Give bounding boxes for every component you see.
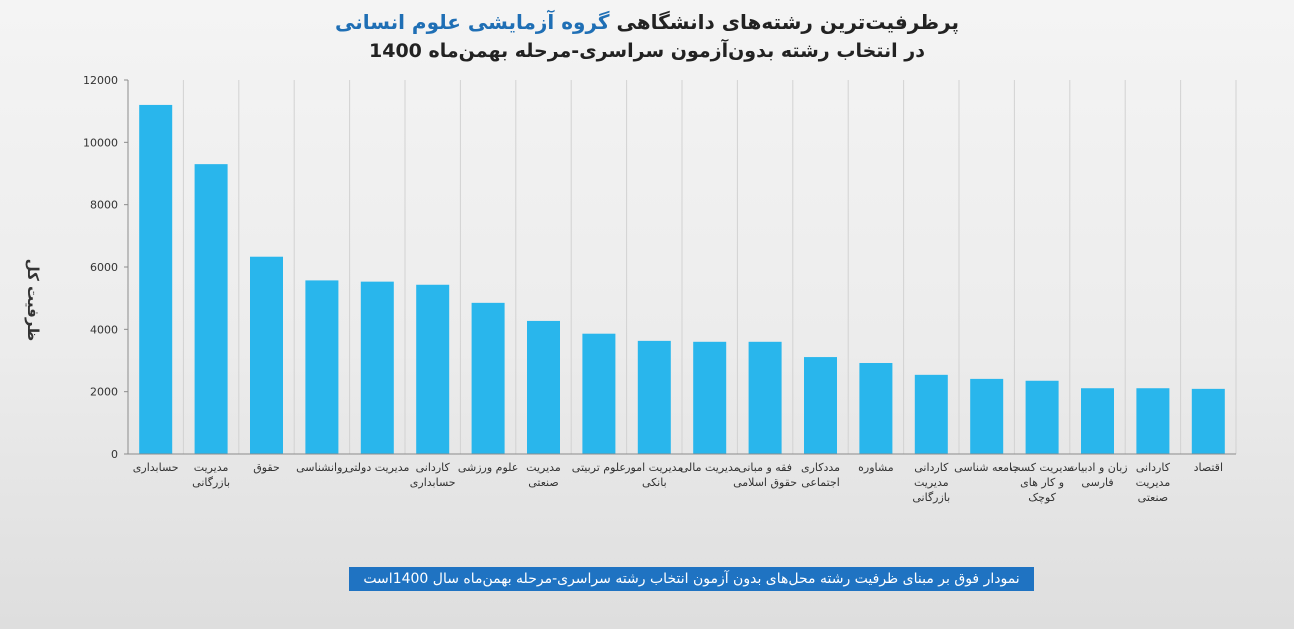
bar: [305, 280, 339, 454]
x-tick-label: زبان و ادبیات فارسی: [1067, 461, 1127, 489]
x-tick-label-line: کاردانی: [1136, 461, 1171, 474]
bar: [637, 340, 671, 454]
bar: [748, 341, 782, 454]
x-tick-label-line: مدیریت مالی: [680, 461, 740, 474]
bar: [1081, 388, 1114, 454]
bar: [194, 164, 228, 454]
x-tick-label: اقتصاد: [1194, 461, 1223, 474]
bar: [1025, 380, 1059, 454]
bar: [804, 357, 837, 454]
x-tick-label-line: مدیریت: [526, 461, 561, 474]
x-tick-label-line: حسابداری: [410, 476, 456, 489]
bar: [1191, 388, 1225, 454]
x-tick-label-line: بازرگانی: [192, 476, 230, 489]
x-tick-label-line: بانکی: [642, 476, 667, 489]
y-tick-label: 4000: [90, 323, 118, 336]
x-tick-label: جامعه شناسی: [954, 461, 1019, 474]
bar: [416, 284, 450, 454]
chart-title-line-1: پرظرفیت‌ترین رشته‌های دانشگاهی گروه آزما…: [0, 10, 1294, 34]
x-tick-label-line: مدیریت: [1136, 476, 1171, 489]
chart-title-line-2: در انتخاب رشته بدون‌آزمون سراسری-مرحله ب…: [369, 40, 925, 62]
x-tick-label-line: کاردانی: [416, 461, 451, 474]
bar: [471, 302, 505, 454]
x-tick-label: علوم تربیتی: [572, 461, 626, 474]
footer-note: نمودار فوق بر مبنای ظرفیت رشته محل‌های ب…: [349, 567, 1034, 591]
x-tick-label-line: اجتماعی: [801, 476, 840, 489]
chart-title-main: پرظرفیت‌ترین رشته‌های دانشگاهی: [616, 10, 959, 34]
y-tick-label: 10000: [83, 136, 118, 149]
x-tick-label: فقه و مبانی حقوق اسلامی: [733, 461, 797, 489]
x-tick-label: کاردانی مدیریت بازرگانی: [912, 461, 950, 504]
x-tick-label-line: زبان و ادبیات: [1067, 461, 1127, 474]
x-tick-label: مدیریت صنعتی: [526, 461, 561, 489]
x-tick-label: مشاوره: [858, 461, 894, 474]
x-tick-label-line: اقتصاد: [1194, 461, 1223, 474]
x-tick-label-line: مدیریت کسب: [1010, 461, 1074, 474]
bar: [693, 341, 727, 454]
bar: [582, 333, 616, 454]
x-tick-label-line: مدیریت امور: [624, 461, 683, 474]
x-tick-label-line: مدیریت: [194, 461, 229, 474]
x-tick-label: مدیریت بازرگانی: [192, 461, 230, 489]
x-tick-label-line: جامعه شناسی: [954, 461, 1019, 474]
x-tick-label-line: مددکاری: [801, 461, 840, 474]
x-tick-label-line: مدیریت: [914, 476, 949, 489]
x-tick-label: حقوق: [253, 461, 280, 474]
x-tick-label: علوم ورزشی: [458, 461, 519, 474]
x-tick-label-line: صنعتی: [528, 476, 558, 489]
bar: [1136, 388, 1170, 454]
x-tick-label-line: کوچک: [1028, 491, 1056, 504]
bar: [859, 362, 893, 454]
x-tick-label-line: مشاوره: [858, 461, 894, 474]
x-tick-label-line: کاردانی: [914, 461, 949, 474]
bar: [139, 104, 173, 454]
y-tick-label: 6000: [90, 261, 118, 274]
x-tick-label-line: حقوق اسلامی: [733, 476, 797, 489]
bar: [360, 281, 394, 454]
x-tick-label: کاردانی مدیریت صنعتی: [1136, 461, 1171, 504]
x-tick-label: کاردانی حسابداری: [410, 461, 456, 489]
y-tick-label: 12000: [83, 74, 118, 87]
x-tick-label: مدیریت کسب و کار های کوچک: [1010, 461, 1074, 504]
x-tick-label: مدیریت دولتی: [345, 461, 409, 474]
x-tick-label-line: فقه و مبانی: [738, 461, 792, 474]
x-tick-label-line: مدیریت دولتی: [345, 461, 409, 474]
y-tick-label: 2000: [90, 386, 118, 399]
x-tick-label-line: علوم تربیتی: [572, 461, 626, 474]
x-tick-label-line: صنعتی: [1138, 491, 1168, 504]
x-tick-label-line: حقوق: [253, 461, 280, 474]
x-tick-label: روانشناسی: [296, 461, 348, 474]
y-tick-label: 8000: [90, 199, 118, 212]
bar: [250, 256, 283, 454]
x-tick-label-line: فارسی: [1081, 476, 1113, 489]
x-tick-label: مدیریت مالی: [680, 461, 740, 474]
chart-title-accent: گروه آزمایشی علوم انسانی: [335, 10, 610, 34]
x-tick-label-line: و کار های: [1020, 476, 1064, 489]
bar: [914, 374, 948, 454]
bar: [527, 320, 560, 454]
y-tick-label: 0: [111, 448, 118, 461]
bar: [970, 378, 1004, 454]
x-tick-label-line: بازرگانی: [912, 491, 950, 504]
x-tick-label-line: حسابداری: [133, 461, 179, 474]
x-tick-label-line: روانشناسی: [296, 461, 348, 474]
x-tick-label: حسابداری: [133, 461, 179, 474]
x-tick-label: مدیریت امور بانکی: [624, 461, 683, 489]
x-tick-label-line: علوم ورزشی: [458, 461, 519, 474]
x-tick-label: مددکاری اجتماعی: [801, 461, 840, 489]
